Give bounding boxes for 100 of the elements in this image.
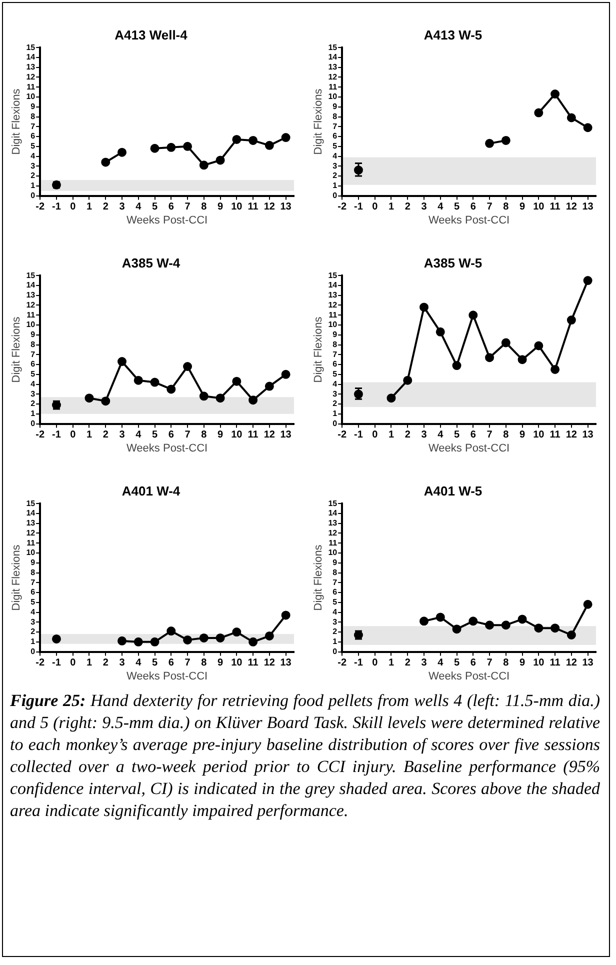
point [216,394,225,403]
y-tick-label: 12 [26,300,36,310]
y-tick-label: 10 [26,92,36,102]
point [248,637,258,646]
x-tick-label: 13 [582,202,594,213]
x-tick-label: 10 [231,430,243,441]
y-tick-label: 10 [26,320,36,330]
point [232,376,242,386]
point [566,113,576,122]
x-tick-label: -1 [354,658,364,669]
x-tick-label: 8 [201,430,208,441]
point [264,140,274,150]
x-tick-label: 5 [454,658,460,669]
x-tick-label: 7 [184,658,191,669]
point [518,355,527,364]
point [485,353,494,362]
point [101,396,110,406]
x-tick-label: 1 [388,430,394,441]
y-tick-label: 9 [30,558,36,568]
y-tick-label: 4 [332,379,338,388]
x-tick-label: 3 [421,430,428,441]
x-tick-label: 0 [70,202,76,213]
x-tick-label: 7 [184,430,191,441]
x-tick-label: -2 [36,658,45,669]
y-axis-title: Digit Flexions [10,316,23,383]
x-tick-label: 2 [102,430,109,441]
point [166,626,176,636]
y-tick-label: 11 [26,310,36,320]
y-axis-title: Digit Flexions [312,88,325,155]
x-tick-label: -1 [52,658,62,669]
y-tick-label: 3 [332,161,338,170]
y-tick-label: 14 [328,280,338,290]
y-tick-label: 8 [332,340,338,349]
y-tick-label: 9 [332,102,338,112]
point [264,631,274,640]
x-tick-label: 8 [503,430,510,441]
x-tick-label: 4 [438,430,444,441]
y-tick-label: 4 [332,151,338,160]
point [166,142,176,152]
y-tick-label: 8 [30,568,36,577]
y-tick-label: 5 [332,370,338,379]
y-tick-label: 15 [26,270,36,280]
x-tick-label: 11 [248,202,259,213]
point [166,384,176,394]
y-tick-label: 11 [26,82,36,92]
chart-title: A385 W-5 [424,255,482,270]
point [118,357,126,366]
x-tick-label: 5 [152,658,158,669]
y-tick-label: 5 [30,370,36,379]
x-tick-label: 12 [566,202,578,213]
y-tick-label: 15 [328,42,338,52]
x-tick-label: -1 [354,202,364,213]
y-tick-label: 10 [328,320,338,330]
point [501,620,510,630]
x-tick-label: 11 [550,658,561,669]
x-tick-label: 3 [421,202,428,213]
point [550,624,560,633]
chart-title: A401 W-5 [424,483,482,498]
y-tick-label: 12 [26,72,36,82]
x-tick-label: 11 [248,430,259,441]
y-axis-title: Digit Flexions [10,544,23,611]
x-tick-label: 2 [404,430,411,441]
y-tick-label: 9 [332,330,338,340]
y-tick-label: 7 [332,122,338,131]
chart-title: A413 Well-4 [114,27,188,42]
x-tick-label: 9 [520,202,526,213]
y-tick-label: 15 [26,42,36,52]
y-tick-label: 0 [30,191,36,200]
y-tick-label: 15 [328,498,338,508]
y-tick-label: 1 [332,181,338,190]
point [566,630,576,640]
y-tick-label: 1 [332,409,338,418]
x-tick-label: 0 [70,658,76,669]
y-tick-label: 11 [328,82,338,92]
y-tick-label: 7 [332,578,338,587]
x-tick-label: 12 [264,658,276,669]
x-tick-label: 0 [70,430,76,441]
point [118,148,126,157]
y-tick-label: 13 [328,290,338,300]
x-tick-label: 4 [136,658,142,669]
y-tick-label: 1 [30,409,36,418]
point [183,142,192,151]
x-tick-label: 10 [231,202,243,213]
y-tick-label: 7 [30,350,36,359]
point [150,378,160,387]
point [281,610,290,620]
y-tick-label: 3 [30,617,36,626]
y-tick-label: 0 [332,419,338,428]
x-tick-label: 9 [218,430,224,441]
x-tick-label: 6 [470,202,476,213]
x-tick-label: 1 [86,430,92,441]
x-tick-label: 1 [86,202,92,213]
x-tick-label: 2 [404,658,411,669]
y-tick-label: 11 [26,538,36,548]
y-tick-label: 7 [30,578,36,587]
y-tick-label: 1 [30,637,36,646]
point [501,338,510,348]
chart-title: A413 W-5 [424,27,482,42]
x-tick-label: 12 [264,430,276,441]
point [216,633,225,642]
